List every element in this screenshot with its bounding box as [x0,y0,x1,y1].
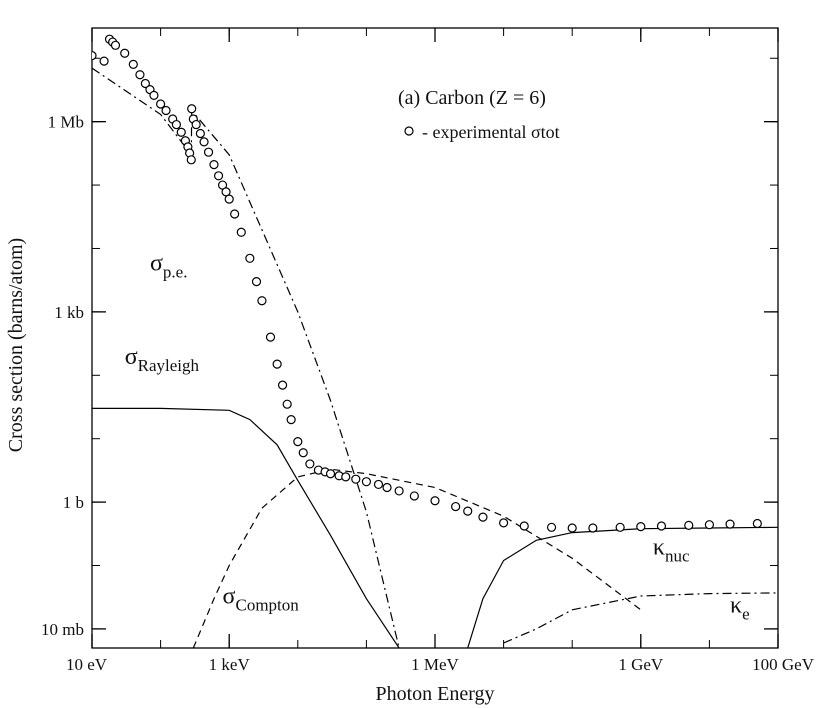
experimental-point [128,59,138,69]
experimental-point [478,512,488,522]
experimental-point [752,518,762,529]
experimental-point [230,209,240,219]
experimental-point [186,155,196,165]
experimental-point [325,469,336,479]
series-line--rayleigh [92,407,400,648]
annotation-p-e-: σp.e. [150,250,187,281]
experimental-points [92,34,762,533]
experimental-point [195,128,205,139]
experimental-point [191,119,201,130]
series-line--compton [192,468,642,648]
experimental-point [161,105,171,116]
experimental-point [171,119,182,130]
legend: - experimental σtot [404,122,560,142]
experimental-point [298,448,308,458]
experimental-point [286,415,296,425]
annotation-e: κe [730,593,750,624]
experimental-point [282,399,292,409]
experimental-point [199,137,209,147]
experimental-point [213,171,224,181]
x-tick-label: 100 GeV [752,655,815,674]
experimental-point [149,90,159,100]
experimental-point [499,518,509,528]
x-tick-label: 1 MeV [411,655,459,674]
y-tick-label: 1 b [63,493,84,512]
experimental-point [265,332,276,342]
experimental-point [615,522,625,532]
experimental-point [656,521,667,531]
experimental-point [272,359,282,369]
legend-label: - experimental σtot [422,122,560,142]
curve-annotations: σp.e. σRayleigh σCompton κnuc κe [125,250,750,623]
experimental-point [382,482,392,493]
experimental-point [463,506,473,516]
annotation-rayleigh: σRayleigh [125,344,200,375]
experimental-point [99,56,109,66]
experimental-point [341,472,351,482]
experimental-point [92,51,97,61]
experimental-point [451,501,461,512]
theory-curves [92,67,778,648]
x-axis-title: Photon Energy [375,683,494,705]
experimental-point [209,160,219,170]
experimental-point [135,70,145,80]
experimental-point [187,104,197,114]
experimental-point [725,519,735,529]
experimental-point [110,40,121,50]
y-axis-title: Cross section (barns/atom) [5,238,27,452]
experimental-point [684,520,694,530]
experimental-point [156,99,166,109]
experimental-point [224,194,234,204]
experimental-point [245,253,255,263]
experimental-point [361,477,371,487]
legend-marker-circle [404,126,414,136]
experimental-point [257,296,267,306]
y-axis-ticks: 10 mb 1 b 1 kb 1 Mb [41,113,778,639]
series-line--nuc [467,526,778,648]
experimental-point [351,474,361,484]
x-tick-label: 10 eV [66,655,108,674]
x-tick-label: 1 keV [209,655,251,674]
experimental-point [409,491,419,501]
experimental-point [546,522,557,532]
experimental-point [373,479,384,490]
y-tick-label: 1 Mb [48,113,84,132]
experimental-point [430,496,440,506]
experimental-point [140,78,150,89]
experimental-point [293,436,303,447]
experimental-point [203,147,214,157]
x-tick-label: 1 GeV [618,655,664,674]
annotation-nuc: κnuc [653,534,690,565]
experimental-point [567,523,577,533]
experimental-point [251,277,262,287]
experimental-point [176,127,186,137]
annotation-compton: σCompton [223,584,300,615]
y-tick-label: 10 mb [41,620,84,639]
chart-title: (a) Carbon (Z = 6) [398,87,546,109]
experimental-point [394,486,404,496]
experimental-point [120,48,130,58]
experimental-point [277,380,288,390]
experimental-point [636,522,646,532]
experimental-point [519,521,529,531]
experimental-point [305,459,315,469]
series-line--p-e- [92,67,400,648]
experimental-point [588,523,598,533]
experimental-point [704,520,715,530]
x-axis-ticks: 10 eV 1 keV 1 MeV 1 GeV 100 GeV [66,28,815,674]
experimental-point [236,227,246,237]
y-tick-label: 1 kb [54,303,84,322]
